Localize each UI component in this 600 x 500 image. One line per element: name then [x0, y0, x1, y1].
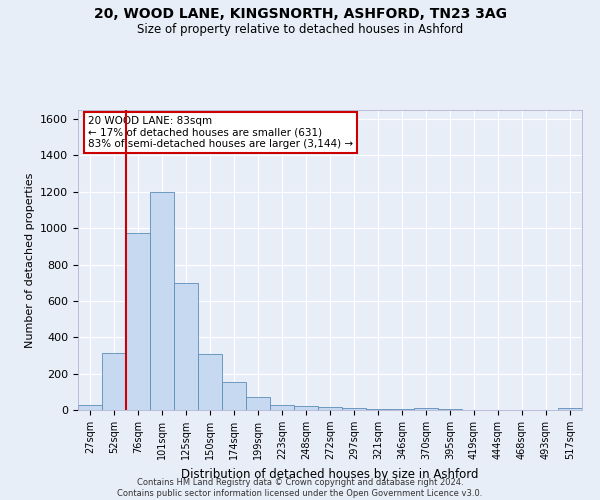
Bar: [270, 404, 294, 410]
Bar: [342, 408, 366, 410]
Bar: [102, 352, 126, 410]
Bar: [558, 408, 582, 410]
Bar: [438, 409, 462, 410]
Bar: [150, 192, 174, 410]
Bar: [174, 282, 198, 410]
Bar: [294, 406, 318, 410]
Bar: [318, 408, 342, 410]
Bar: [78, 406, 102, 410]
Bar: [222, 382, 246, 410]
Text: 20 WOOD LANE: 83sqm
← 17% of detached houses are smaller (631)
83% of semi-detac: 20 WOOD LANE: 83sqm ← 17% of detached ho…: [88, 116, 353, 149]
Bar: [414, 408, 438, 410]
Bar: [366, 409, 390, 410]
X-axis label: Distribution of detached houses by size in Ashford: Distribution of detached houses by size …: [181, 468, 479, 480]
Text: Contains HM Land Registry data © Crown copyright and database right 2024.
Contai: Contains HM Land Registry data © Crown c…: [118, 478, 482, 498]
Y-axis label: Number of detached properties: Number of detached properties: [25, 172, 35, 348]
Bar: [390, 409, 414, 410]
Bar: [246, 398, 270, 410]
Text: 20, WOOD LANE, KINGSNORTH, ASHFORD, TN23 3AG: 20, WOOD LANE, KINGSNORTH, ASHFORD, TN23…: [94, 8, 506, 22]
Text: Size of property relative to detached houses in Ashford: Size of property relative to detached ho…: [137, 22, 463, 36]
Bar: [198, 354, 222, 410]
Bar: [126, 232, 150, 410]
